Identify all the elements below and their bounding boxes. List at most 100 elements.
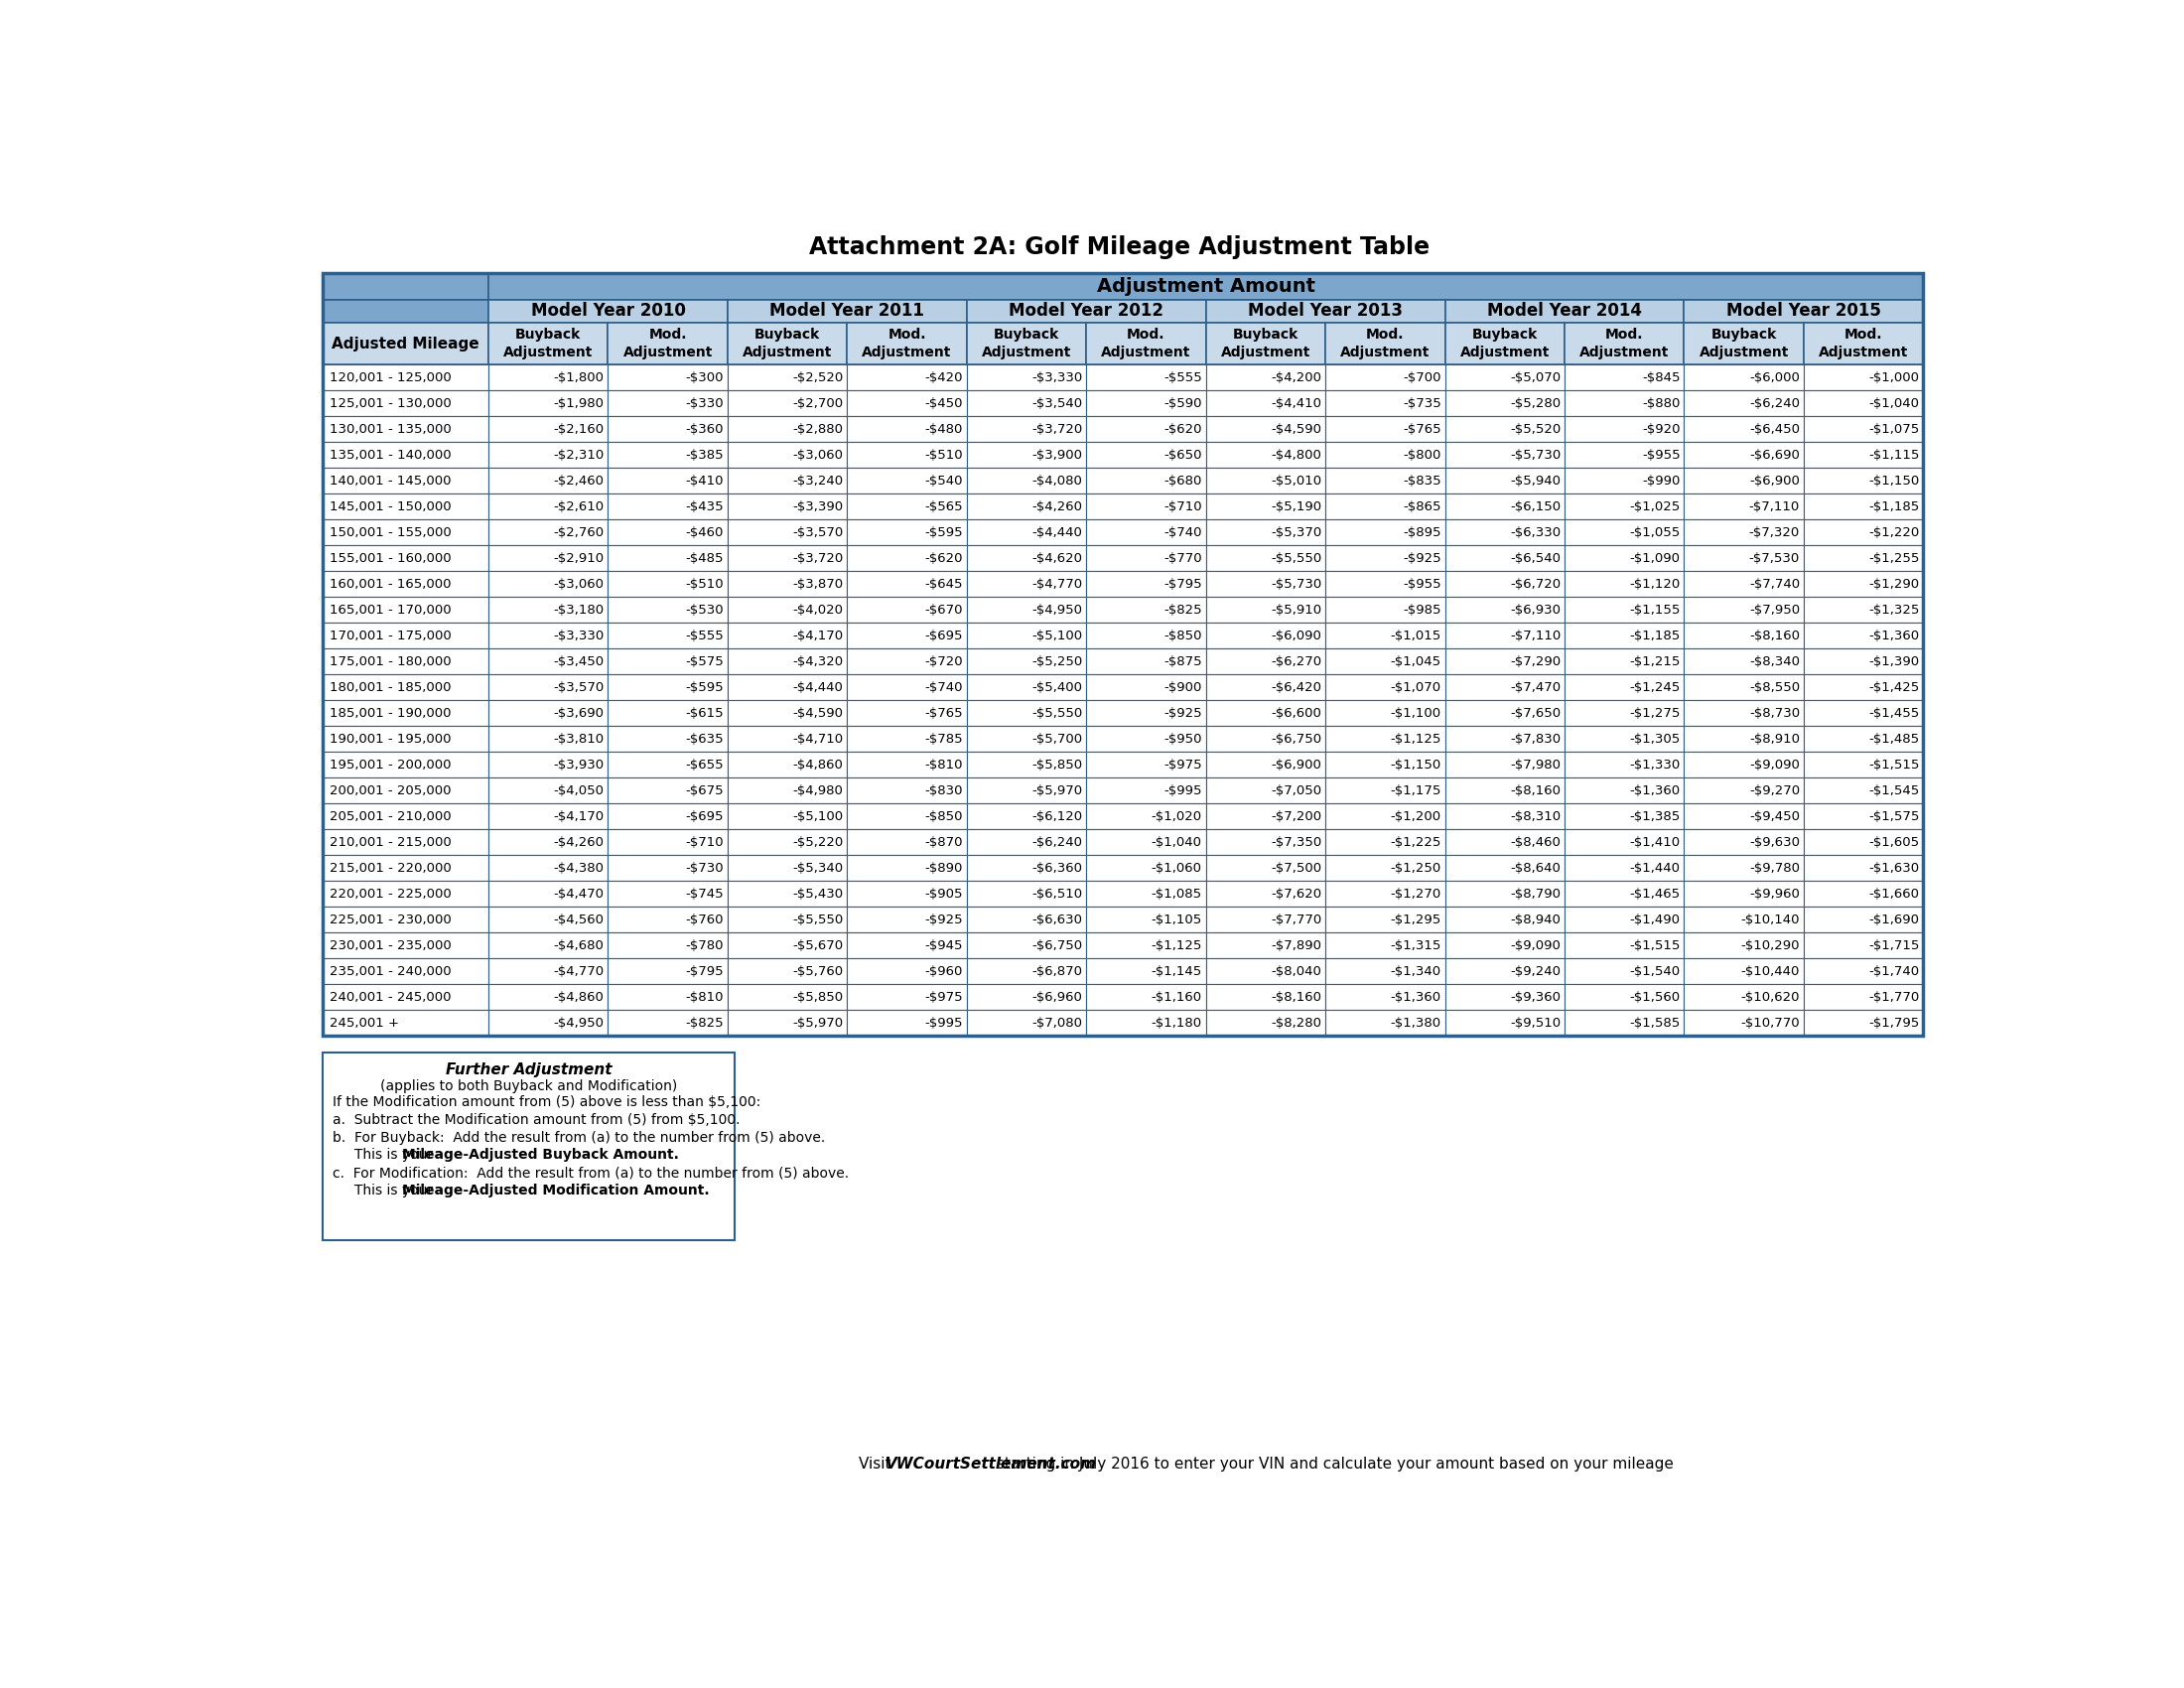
Bar xyxy=(489,701,607,726)
Bar xyxy=(968,520,1085,545)
Text: -$565: -$565 xyxy=(924,500,963,513)
Text: -$2,760: -$2,760 xyxy=(553,527,605,538)
Text: -$590: -$590 xyxy=(1164,397,1201,410)
Text: -$3,720: -$3,720 xyxy=(1031,422,1083,436)
Text: 215,001 - 220,000: 215,001 - 220,000 xyxy=(330,861,452,874)
Text: -$4,050: -$4,050 xyxy=(553,785,605,797)
Text: -$1,120: -$1,120 xyxy=(1629,577,1679,591)
Text: -$1,100: -$1,100 xyxy=(1391,707,1441,719)
Bar xyxy=(1326,520,1446,545)
Bar xyxy=(323,751,489,778)
Text: -$1,255: -$1,255 xyxy=(1870,552,1920,565)
Text: -$1,340: -$1,340 xyxy=(1391,966,1441,977)
Text: -$1,060: -$1,060 xyxy=(1151,861,1201,874)
Text: -$6,750: -$6,750 xyxy=(1031,939,1083,952)
Bar xyxy=(1085,648,1206,675)
Text: -$450: -$450 xyxy=(924,397,963,410)
Text: 230,001 - 235,000: 230,001 - 235,000 xyxy=(330,939,452,952)
Bar xyxy=(847,803,968,829)
Text: -$6,900: -$6,900 xyxy=(1271,758,1321,771)
Text: -$740: -$740 xyxy=(924,680,963,694)
Bar xyxy=(1446,468,1564,495)
Bar xyxy=(607,365,727,390)
Text: -$6,900: -$6,900 xyxy=(1749,474,1800,488)
Bar xyxy=(1206,648,1326,675)
Text: Mod.
Adjustment: Mod. Adjustment xyxy=(863,327,952,360)
Bar xyxy=(727,778,847,803)
Text: 240,001 - 245,000: 240,001 - 245,000 xyxy=(330,991,450,1004)
Text: -$950: -$950 xyxy=(1164,733,1201,746)
Text: -$3,060: -$3,060 xyxy=(793,449,843,461)
Bar xyxy=(1684,495,1804,520)
Bar xyxy=(1804,856,1924,881)
Bar xyxy=(1684,751,1804,778)
Bar xyxy=(968,984,1085,1009)
Text: -$10,620: -$10,620 xyxy=(1741,991,1800,1004)
Bar xyxy=(1326,856,1446,881)
Bar xyxy=(1085,623,1206,648)
Bar xyxy=(968,623,1085,648)
Bar xyxy=(847,598,968,623)
Text: -$765: -$765 xyxy=(924,707,963,719)
Text: -$5,400: -$5,400 xyxy=(1031,680,1083,694)
Text: -$6,600: -$6,600 xyxy=(1271,707,1321,719)
Text: -$7,830: -$7,830 xyxy=(1509,733,1562,746)
Text: -$635: -$635 xyxy=(686,733,723,746)
Bar xyxy=(847,545,968,571)
Bar xyxy=(323,571,489,598)
Text: -$4,950: -$4,950 xyxy=(553,1016,605,1030)
Bar xyxy=(727,365,847,390)
Text: -$9,510: -$9,510 xyxy=(1509,1016,1562,1030)
Text: -$1,980: -$1,980 xyxy=(553,397,605,410)
Bar xyxy=(1804,417,1924,442)
Bar xyxy=(489,726,607,751)
Bar xyxy=(1564,365,1684,390)
Text: -$4,980: -$4,980 xyxy=(793,785,843,797)
Bar xyxy=(1684,906,1804,933)
Text: -$6,510: -$6,510 xyxy=(1031,888,1083,900)
Bar xyxy=(1564,803,1684,829)
Text: Attachment 2A: Golf Mileage Adjustment Table: Attachment 2A: Golf Mileage Adjustment T… xyxy=(808,235,1431,258)
Text: -$1,485: -$1,485 xyxy=(1870,733,1920,746)
Text: -$6,630: -$6,630 xyxy=(1031,913,1083,927)
Text: -$8,730: -$8,730 xyxy=(1749,707,1800,719)
Text: -$995: -$995 xyxy=(1164,785,1201,797)
Text: -$5,010: -$5,010 xyxy=(1271,474,1321,488)
Bar xyxy=(323,933,489,959)
Bar xyxy=(1326,417,1446,442)
Bar xyxy=(1206,365,1326,390)
Text: -$1,025: -$1,025 xyxy=(1629,500,1679,513)
Bar xyxy=(968,390,1085,417)
Text: -$530: -$530 xyxy=(686,604,723,616)
Bar xyxy=(323,468,489,495)
Text: -$825: -$825 xyxy=(1164,604,1201,616)
Text: -$6,750: -$6,750 xyxy=(1271,733,1321,746)
Text: -$7,530: -$7,530 xyxy=(1749,552,1800,565)
Text: -$925: -$925 xyxy=(1164,707,1201,719)
Text: -$1,185: -$1,185 xyxy=(1629,630,1679,641)
Bar xyxy=(968,701,1085,726)
Text: -$1,150: -$1,150 xyxy=(1870,474,1920,488)
Bar xyxy=(323,1009,489,1036)
Bar xyxy=(1446,906,1564,933)
Text: Model Year 2012: Model Year 2012 xyxy=(1009,302,1164,321)
Bar xyxy=(1085,495,1206,520)
Text: -$1,185: -$1,185 xyxy=(1870,500,1920,513)
Text: -$5,100: -$5,100 xyxy=(793,810,843,824)
Bar xyxy=(968,495,1085,520)
Bar xyxy=(607,1009,727,1036)
Text: -$595: -$595 xyxy=(686,680,723,694)
Text: 120,001 - 125,000: 120,001 - 125,000 xyxy=(330,371,452,383)
Bar xyxy=(968,648,1085,675)
Text: -$845: -$845 xyxy=(1642,371,1679,383)
Text: -$1,295: -$1,295 xyxy=(1391,913,1441,927)
Bar xyxy=(968,751,1085,778)
Text: -$830: -$830 xyxy=(924,785,963,797)
Text: 185,001 - 190,000: 185,001 - 190,000 xyxy=(330,707,450,719)
Bar xyxy=(1684,648,1804,675)
Text: -$555: -$555 xyxy=(1164,371,1201,383)
Bar xyxy=(727,468,847,495)
Text: -$3,390: -$3,390 xyxy=(793,500,843,513)
Bar xyxy=(1085,571,1206,598)
Text: -$5,100: -$5,100 xyxy=(1031,630,1083,641)
